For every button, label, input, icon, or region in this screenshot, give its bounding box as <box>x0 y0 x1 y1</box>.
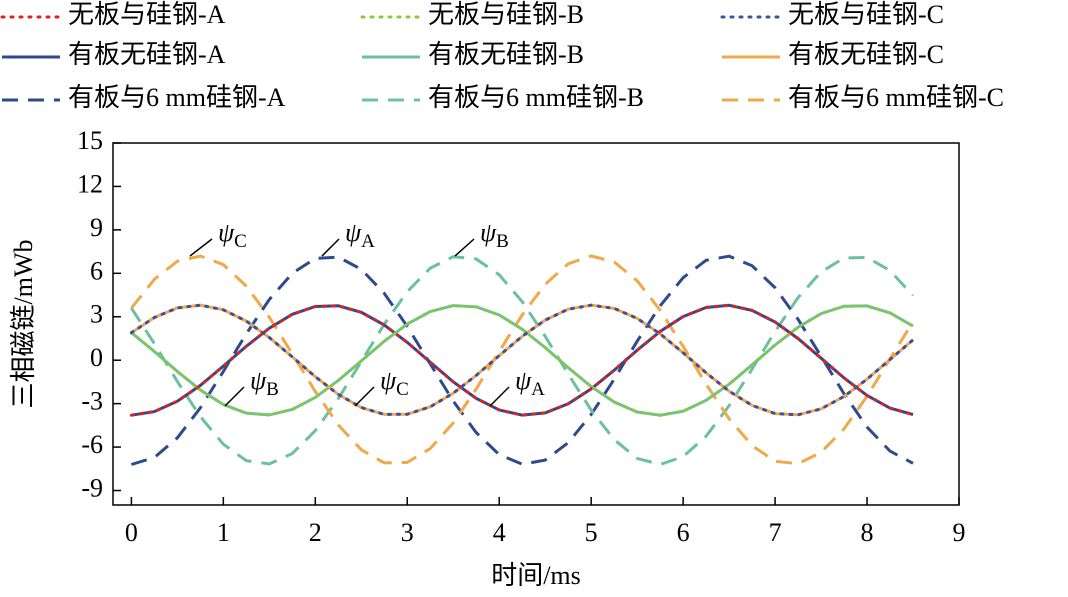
annotation-symbol: ψ <box>380 366 397 395</box>
legend-label: 有板无硅钢-A <box>68 40 226 69</box>
annotation-subscript: A <box>531 379 545 400</box>
annotation-subscript: A <box>361 231 375 252</box>
x-tick-label: 1 <box>217 518 230 547</box>
x-tick-label: 0 <box>125 518 138 547</box>
annotation-subscript: B <box>266 379 279 400</box>
x-tick-label: 8 <box>861 518 874 547</box>
x-tick-label: 9 <box>953 518 966 547</box>
annotation-leader <box>454 238 475 257</box>
y-tick-label: 15 <box>77 126 103 155</box>
legend-label: 有板与6 mm硅钢-B <box>428 83 644 112</box>
y-tick-label: -3 <box>81 387 103 416</box>
y-tick-label: 9 <box>90 213 103 242</box>
annotation-symbol: ψ <box>250 366 267 395</box>
annotation-symbol: ψ <box>515 366 532 395</box>
annotation: ψB <box>480 218 509 252</box>
x-tick-label: 5 <box>585 518 598 547</box>
annotation-subscript: C <box>234 231 247 252</box>
series-line <box>129 303 915 417</box>
y-tick-label: 6 <box>90 256 103 285</box>
y-axis-label: 三相磁链/mWb <box>9 240 38 409</box>
series-line <box>130 304 914 417</box>
legend-label: 无板与硅钢-A <box>68 0 226 29</box>
series-line <box>130 254 914 466</box>
x-tick-label: 2 <box>309 518 322 547</box>
x-tick-label: 6 <box>677 518 690 547</box>
legend-label: 有板无硅钢-C <box>788 40 944 69</box>
annotation: ψA <box>345 218 375 252</box>
series-line <box>129 303 915 417</box>
plot-frame <box>112 142 960 506</box>
legend-label: 无板与硅钢-C <box>788 0 944 29</box>
series-line <box>130 254 915 466</box>
annotation-leader <box>224 386 245 407</box>
y-tick-label: -6 <box>81 430 103 459</box>
series-line <box>130 255 915 467</box>
annotation-symbol: ψ <box>480 218 497 247</box>
annotation-symbol: ψ <box>218 218 235 247</box>
annotation-symbol: ψ <box>345 218 362 247</box>
x-tick-label: 4 <box>493 518 506 547</box>
annotation: ψC <box>218 218 247 252</box>
legend-label: 有板与6 mm硅钢-A <box>68 83 286 112</box>
y-tick-label: 12 <box>77 169 103 198</box>
y-tick-label: -9 <box>81 473 103 502</box>
y-tick-label: 0 <box>90 343 103 372</box>
x-tick-label: 3 <box>401 518 414 547</box>
legend-label: 有板与6 mm硅钢-C <box>788 83 1004 112</box>
annotation: ψA <box>515 366 545 400</box>
annotation-leader <box>321 238 340 257</box>
annotation-subscript: B <box>496 231 509 252</box>
annotation-leader <box>189 238 213 257</box>
annotation-subscript: C <box>396 379 409 400</box>
x-axis-label: 时间/ms <box>491 561 581 590</box>
legend-label: 无板与硅钢-B <box>428 0 584 29</box>
annotation: ψB <box>250 366 279 400</box>
y-tick-label: 3 <box>90 300 103 329</box>
annotation: ψC <box>380 366 409 400</box>
x-tick-label: 7 <box>769 518 782 547</box>
legend-label: 有板无硅钢-B <box>428 40 584 69</box>
annotation-leader <box>354 386 375 407</box>
annotation-leader <box>489 386 510 407</box>
